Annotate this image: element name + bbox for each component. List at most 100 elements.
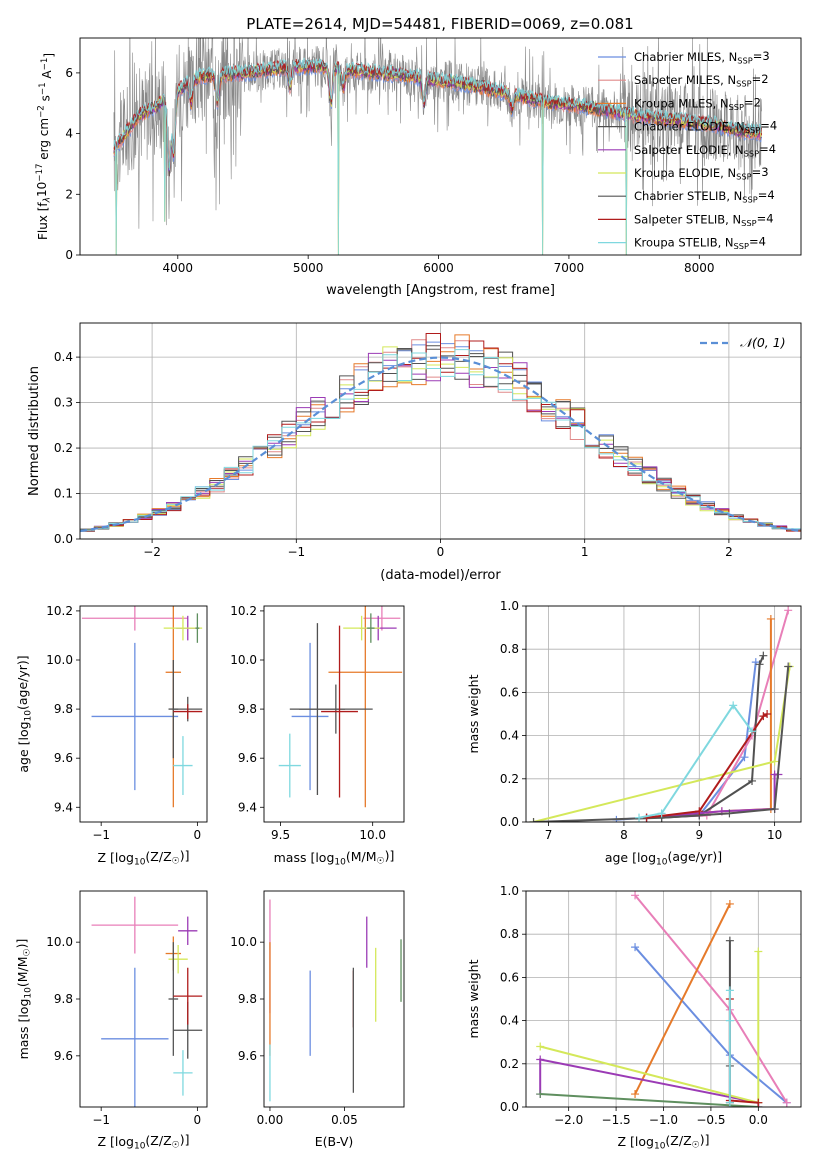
axes-frame bbox=[525, 605, 802, 823]
y-tick-label: 9.8 bbox=[238, 702, 257, 716]
cumulative-marker bbox=[631, 943, 640, 952]
histogram-step bbox=[80, 333, 801, 532]
cumulative-line bbox=[533, 666, 791, 822]
x-tick-label: 8 bbox=[620, 828, 628, 842]
plot-area bbox=[536, 891, 791, 1107]
error-bar bbox=[173, 1050, 193, 1096]
error-bar bbox=[299, 684, 373, 734]
y-tick-label: 0.2 bbox=[500, 772, 519, 786]
y-tick-label: 10.2 bbox=[230, 604, 257, 618]
error-bar bbox=[168, 942, 179, 1056]
y-tick-label: 9.8 bbox=[54, 702, 73, 716]
cumulative-marker bbox=[725, 1098, 734, 1107]
cumulative-marker bbox=[536, 1042, 545, 1051]
y-tick-label: 9.6 bbox=[238, 1049, 257, 1063]
y-tick-label: 10.0 bbox=[230, 653, 257, 667]
y-tick-label: 10.2 bbox=[46, 604, 73, 618]
x-tick-label: −1 bbox=[92, 828, 110, 842]
x-tick-label: 7000 bbox=[554, 261, 585, 275]
legend-entry: Kroupa MILES, NSSP=2 bbox=[634, 95, 761, 111]
y-tick-label: 1.0 bbox=[500, 599, 519, 613]
x-tick-label: 0 bbox=[194, 1113, 202, 1127]
legend-entry: Chabrier ELODIE, NSSP=4 bbox=[634, 119, 777, 135]
y-axis-label: mass weight bbox=[466, 674, 481, 753]
axes: −2 −1 0 1 2 0.0 0.1 0.2 0.3 0.4 bbox=[54, 322, 802, 559]
y-tick-label: 0.3 bbox=[54, 396, 73, 410]
y-tick-label: 10.0 bbox=[46, 653, 73, 667]
cumulative-marker bbox=[657, 809, 666, 818]
panel-spectrum: 4000 5000 6000 7000 8000 0 2 4 6 wavelength [Angs… bbox=[35, 37, 802, 298]
axes: 9.5 10.0 9.4 9.6 9.8 10.0 10.2 bbox=[230, 604, 405, 842]
error-bar bbox=[168, 945, 188, 974]
error-bar bbox=[91, 896, 179, 954]
figure-title: PLATE=2614, MJD=54481, FIBERID=0069, z=0… bbox=[246, 15, 633, 33]
panel-residuals: −2 −1 0 1 2 0.0 0.1 0.2 0.3 0.4 (data-model)/error… bbox=[27, 322, 802, 583]
x-axis-label: mass [log10(M/M☉)] bbox=[274, 848, 395, 868]
spectrum-data-line bbox=[113, 38, 762, 229]
cumulative-line bbox=[539, 951, 760, 1104]
cumulative-marker bbox=[635, 813, 644, 822]
y-tick-label: 4 bbox=[65, 127, 73, 141]
legend-entry: Kroupa STELIB, NSSP=4 bbox=[634, 235, 766, 251]
axes-frame bbox=[79, 605, 208, 823]
plot-area bbox=[278, 606, 403, 808]
plot-area bbox=[80, 333, 801, 533]
x-tick-label: −1.5 bbox=[602, 1113, 631, 1127]
cumulative-marker bbox=[536, 1090, 545, 1099]
y-tick-label: 0.6 bbox=[500, 970, 519, 984]
y-tick-label: 0.8 bbox=[500, 927, 519, 941]
cumulative-line bbox=[634, 903, 731, 1095]
panel-mass-vs-metallicity: −1 0 9.6 9.8 10.0 Z [log10(Z/Z☉)] mass [log10(… bbox=[14, 890, 208, 1152]
axes: 4000 5000 6000 7000 8000 0 2 4 6 bbox=[65, 37, 802, 275]
axes-frame bbox=[79, 37, 802, 256]
legend-entry: 𝒩(0, 1) bbox=[740, 335, 786, 350]
y-axis-label: mass [log10(M/M☉)] bbox=[14, 939, 34, 1060]
x-tick-label: 6000 bbox=[423, 261, 454, 275]
x-axis-label: age [log10(age/yr)] bbox=[605, 849, 722, 868]
y-tick-label: 9.6 bbox=[54, 751, 73, 765]
spectrum-model-line bbox=[113, 57, 762, 255]
x-tick-label: 0.0 bbox=[749, 1113, 768, 1127]
y-tick-label: 9.4 bbox=[238, 800, 257, 814]
y-tick-label: 0.4 bbox=[500, 1014, 519, 1028]
y-tick-label: 0.0 bbox=[500, 815, 519, 829]
y-tick-label: 0.2 bbox=[500, 1057, 519, 1071]
cumulative-line bbox=[638, 703, 753, 819]
cumulative-marker bbox=[695, 807, 704, 816]
x-tick-label: 5000 bbox=[293, 261, 324, 275]
error-bar bbox=[81, 606, 188, 631]
cumulative-marker bbox=[748, 727, 757, 736]
cumulative-line bbox=[540, 1093, 759, 1107]
y-tick-label: 0.0 bbox=[500, 1100, 519, 1114]
cumulative-marker bbox=[784, 662, 793, 671]
x-axis-label: E(B-V) bbox=[315, 1134, 354, 1149]
x-tick-label: 9 bbox=[695, 828, 703, 842]
normal-curve bbox=[80, 356, 801, 533]
error-bar bbox=[328, 606, 403, 808]
cumulative-marker bbox=[766, 614, 775, 623]
legend-entry: Salpeter STELIB, NSSP=4 bbox=[634, 211, 774, 227]
x-axis-label: (data-model)/error bbox=[380, 568, 501, 583]
x-tick-label: 0.05 bbox=[331, 1113, 358, 1127]
cumulative-marker bbox=[529, 818, 538, 822]
error-bar bbox=[321, 625, 358, 798]
x-axis-label: Z [log10(Z/Z☉)] bbox=[98, 848, 190, 868]
x-axis-label: Z [log10(Z/Z☉)] bbox=[618, 1132, 710, 1152]
x-tick-label: 2 bbox=[725, 545, 733, 559]
panel-cumulative-age: 7 8 9 10 0.0 0.2 0.4 0.6 0.8 1.0 age [log10(age/yr… bbox=[466, 599, 802, 868]
y-tick-label: 10.0 bbox=[46, 935, 73, 949]
x-tick-label: −2 bbox=[143, 545, 161, 559]
cumulative-marker bbox=[631, 1090, 640, 1099]
cumulative-marker bbox=[755, 660, 764, 669]
error-bar bbox=[173, 704, 203, 719]
error-bar bbox=[173, 736, 193, 795]
x-tick-label: −1 bbox=[287, 545, 305, 559]
x-axis-label: wavelength [Angstrom, rest frame] bbox=[326, 283, 555, 298]
cumulative-marker bbox=[784, 606, 793, 615]
y-tick-label: 0.6 bbox=[500, 685, 519, 699]
x-tick-label: 10 bbox=[767, 828, 782, 842]
cumulative-marker bbox=[725, 809, 734, 818]
cumulative-marker bbox=[536, 1055, 545, 1064]
error-bar bbox=[291, 642, 329, 791]
